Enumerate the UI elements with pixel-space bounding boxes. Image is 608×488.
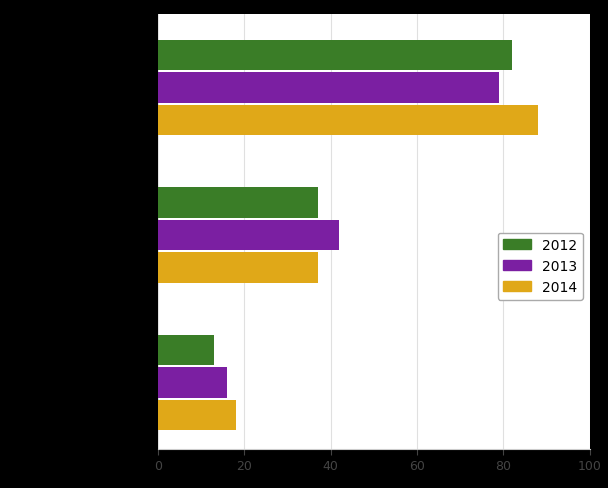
Bar: [158, 221, 339, 250]
Bar: [158, 367, 227, 398]
Bar: [158, 335, 214, 366]
Bar: [158, 105, 538, 136]
Bar: [158, 400, 236, 430]
Bar: [158, 41, 512, 71]
Bar: [158, 253, 318, 283]
Bar: [158, 73, 499, 103]
Legend: 2012, 2013, 2014: 2012, 2013, 2014: [498, 233, 583, 300]
Bar: [158, 188, 318, 218]
